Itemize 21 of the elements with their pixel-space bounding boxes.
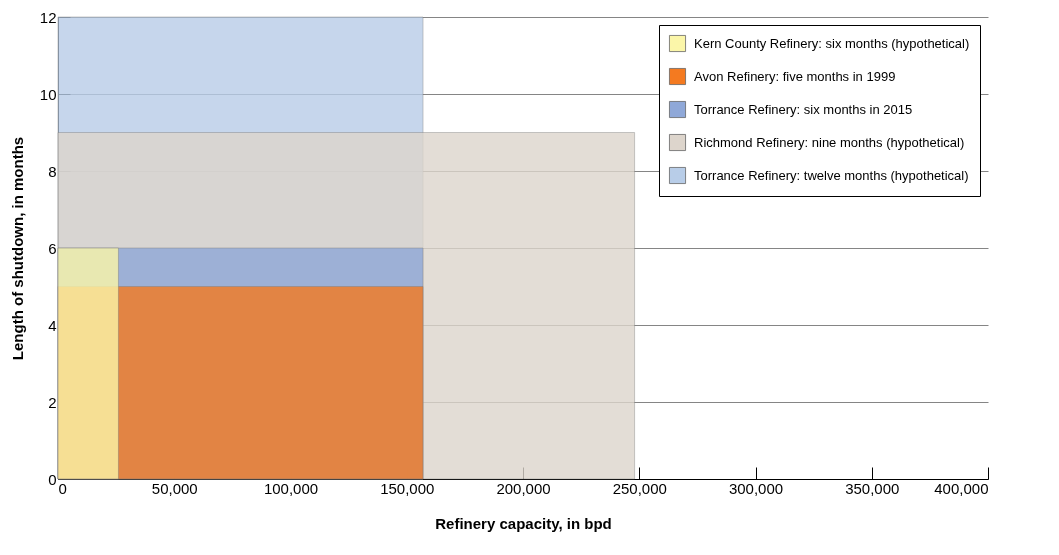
x-tick-label: 150,000 [380,479,435,497]
x-tick-label: 250,000 [612,479,667,497]
x-tick-label: 200,000 [496,479,551,497]
y-axis-title: Length of shutdown, in months [8,136,26,361]
y-tick-label: 4 [48,316,57,334]
y-tick-label: 12 [39,8,57,26]
y-tick-label: 6 [48,239,57,257]
legend-label: Avon Refinery: five months in 1999 [694,68,896,84]
x-axis-title: Refinery capacity, in bpd [435,514,612,532]
y-tick-label: 2 [48,393,57,411]
y-tick-label: 8 [48,162,57,180]
x-tick-label: 100,000 [263,479,319,497]
x-tick-label: 300,000 [728,479,784,497]
x-tick-label: 50,000 [151,479,198,497]
legend-label: Torrance Refinery: twelve months (hypothetical) [694,167,969,183]
legend-label: Kern County Refinery: six months (hypothetical) [694,35,970,51]
legend-label: Richmond Refinery: nine months (hypothetical) [694,134,965,150]
legend-label: Torrance Refinery: six months in 2015 [694,101,913,117]
x-tick-label: 400,000 [934,479,989,497]
x-tick-label: 350,000 [845,479,900,497]
y-tick-label: 10 [39,85,57,103]
